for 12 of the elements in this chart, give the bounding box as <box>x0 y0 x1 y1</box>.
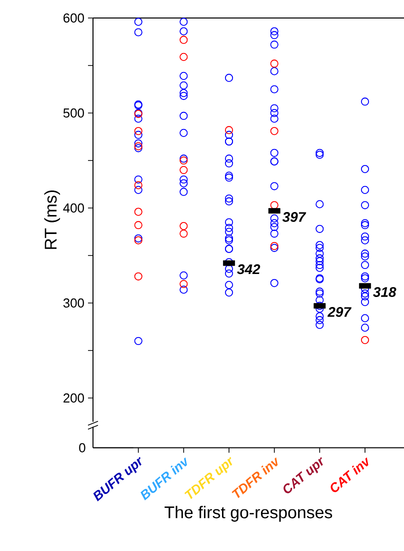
data-label: 342 <box>236 264 260 274</box>
y-tick-label: 400 <box>62 203 84 213</box>
x-axis-title: The first go-responses <box>164 506 332 522</box>
y-tick-label: 300 <box>63 298 84 308</box>
data-label: 397 <box>282 212 306 222</box>
y-tick-label: 600 <box>63 13 84 23</box>
y-tick-label: 200 <box>63 393 84 403</box>
text: 0 <box>78 443 86 452</box>
y-tick-label: 500 <box>63 108 84 118</box>
data-label: 297 <box>327 307 352 317</box>
y-axis-title: RT (ms) <box>44 190 60 249</box>
data-label: 318 <box>372 287 396 297</box>
